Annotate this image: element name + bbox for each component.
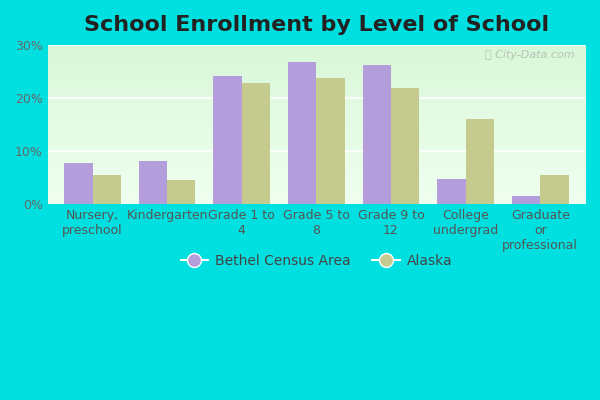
Bar: [92, 175, 121, 204]
Legend: Bethel Census Area, Alaska: Bethel Census Area, Alaska: [175, 248, 458, 274]
Bar: [512, 196, 540, 204]
Bar: [139, 161, 167, 204]
Bar: [540, 175, 569, 204]
Bar: [437, 179, 466, 204]
Bar: [242, 83, 270, 204]
Bar: [466, 119, 494, 204]
Bar: [167, 180, 196, 204]
Bar: [64, 163, 92, 204]
Bar: [391, 88, 419, 204]
Bar: [316, 78, 345, 204]
Bar: [214, 76, 242, 204]
Title: School Enrollment by Level of School: School Enrollment by Level of School: [84, 15, 549, 35]
Bar: [288, 62, 316, 204]
Text: ⓘ City-Data.com: ⓘ City-Data.com: [485, 50, 574, 60]
Bar: [362, 65, 391, 204]
